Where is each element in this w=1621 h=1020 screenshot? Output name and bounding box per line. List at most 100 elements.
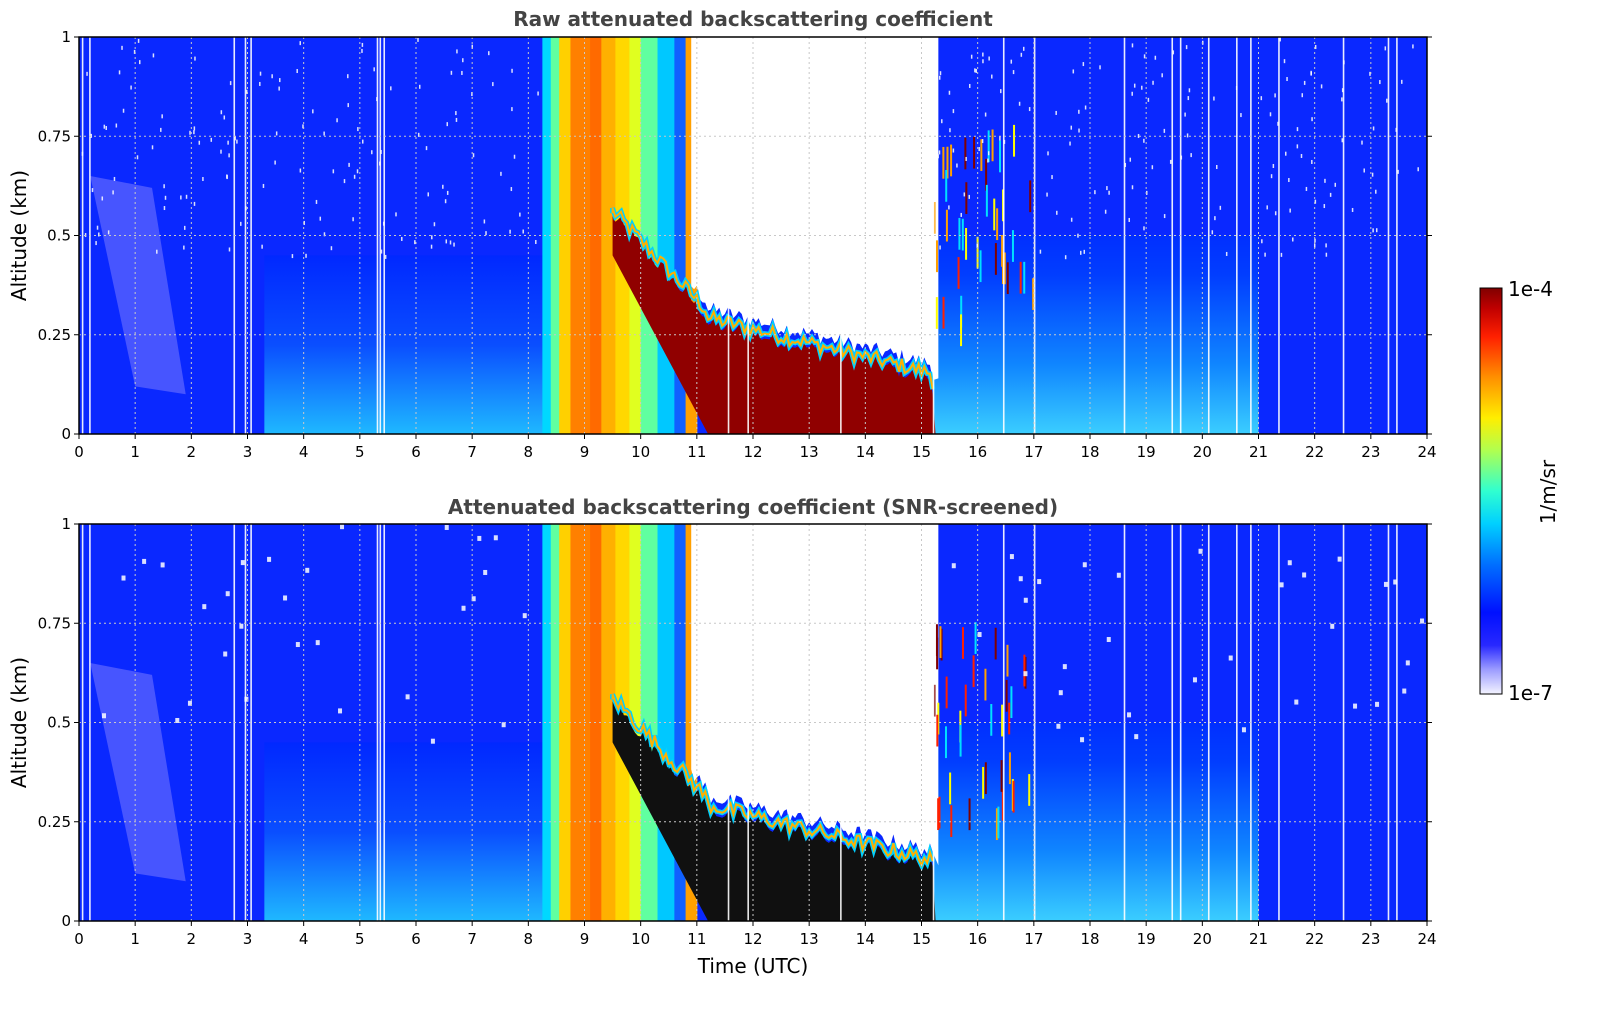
noise-speckle [226,175,228,180]
x-tick-label: 21 [1249,930,1268,948]
noise-speckle [975,68,978,73]
afternoon-cloud-mark [942,296,945,329]
x-tick-label: 4 [299,930,309,948]
x-tick-label: 22 [1305,443,1324,461]
afternoon-cloud-mark [1008,752,1011,785]
noise-speckle [939,71,942,76]
afternoon-cloud-mark [944,726,947,759]
noise-speckle [952,109,955,114]
noise-speckle [1028,107,1031,112]
noise-speckle [384,254,387,259]
noise-speckle [1241,727,1246,733]
noise-speckle [1401,79,1403,84]
noise-speckle [1080,737,1085,743]
noise-speckle [229,81,232,86]
afternoon-cloud-mark [1011,230,1014,262]
noise-speckle [1397,169,1399,174]
noise-speckle [1375,701,1380,707]
noise-speckle [1283,59,1286,64]
x-tick-label: 8 [524,443,534,461]
noise-speckle [1169,159,1172,164]
data-gap [932,37,935,434]
noise-speckle [240,560,245,566]
noise-speckle [1213,96,1215,101]
noise-speckle [1106,637,1111,643]
x-tick-label: 16 [968,930,987,948]
noise-speckle [1192,677,1197,683]
afternoon-cloud-mark [949,772,952,805]
noise-speckle [1051,175,1053,180]
noise-speckle [245,89,248,94]
noise-speckle [905,590,910,596]
noise-speckle [779,166,782,171]
data-gap [1342,37,1345,434]
afternoon-cloud-mark [957,257,960,289]
afternoon-cloud-mark [991,129,994,162]
noise-speckle [778,248,780,253]
afternoon-cloud-mark [993,198,996,231]
noise-speckle [1186,133,1189,138]
x-tick-label: 15 [912,930,931,948]
noise-speckle [1279,582,1284,588]
noise-speckle [442,184,444,189]
data-gap [376,524,379,921]
data-gap [1002,524,1005,921]
strong-return-column [542,37,552,434]
data-gap [1236,37,1238,434]
afternoon-cloud-mark [994,627,997,660]
noise-speckle [121,45,123,50]
noise-speckle [987,158,989,163]
x-tick-label: 2 [187,930,197,948]
noise-speckle [302,124,304,129]
noise-speckle [151,145,154,150]
noise-speckle [98,232,100,237]
noise-speckle [1314,238,1316,243]
noise-speckle [493,535,498,541]
layer-edge-inner [611,207,934,390]
afternoon-cloud-mark [984,668,987,701]
noise-speckle [874,85,877,90]
x-tick-label: 4 [299,443,309,461]
noise-speckle [450,70,453,75]
noise-speckle [749,39,752,44]
noise-speckle [353,174,356,179]
noise-speckle [1372,228,1374,233]
noise-speckle [729,526,734,532]
noise-speckle [361,42,364,47]
noise-speckle [1018,576,1023,582]
noise-speckle [291,254,294,259]
noise-speckle [717,114,719,119]
noise-speckle [1363,168,1365,173]
x-tick-label: 12 [743,930,762,948]
noise-speckle [976,243,979,248]
noise-speckle [492,82,494,87]
noise-speckle [299,41,301,46]
afternoon-cloud-mark [945,676,948,709]
noise-speckle [1154,55,1157,60]
x-tick-label: 14 [856,930,875,948]
noise-speckle [904,168,906,173]
noise-speckle [847,739,852,745]
noise-speckle [708,150,711,155]
afternoon-cloud-mark [942,146,945,179]
noise-speckle [723,147,726,152]
x-tick-label: 21 [1249,443,1268,461]
afternoon-cloud-mark [1013,124,1016,157]
afternoon-cloud-mark [961,218,964,251]
noise-speckle [278,86,280,91]
noise-speckle [352,217,354,222]
noise-speckle [90,133,93,138]
noise-speckle [1099,65,1101,70]
noise-speckle [279,78,281,83]
noise-speckle [1023,671,1028,677]
data-gap [1278,37,1280,434]
noise-speckle [1037,579,1042,585]
noise-speckle [373,67,375,72]
noise-speckle [1062,664,1067,670]
noise-speckle [981,139,984,144]
noise-speckle [425,146,428,151]
noise-speckle [305,253,307,258]
noise-speckle [751,116,753,121]
noise-speckle [347,103,349,108]
